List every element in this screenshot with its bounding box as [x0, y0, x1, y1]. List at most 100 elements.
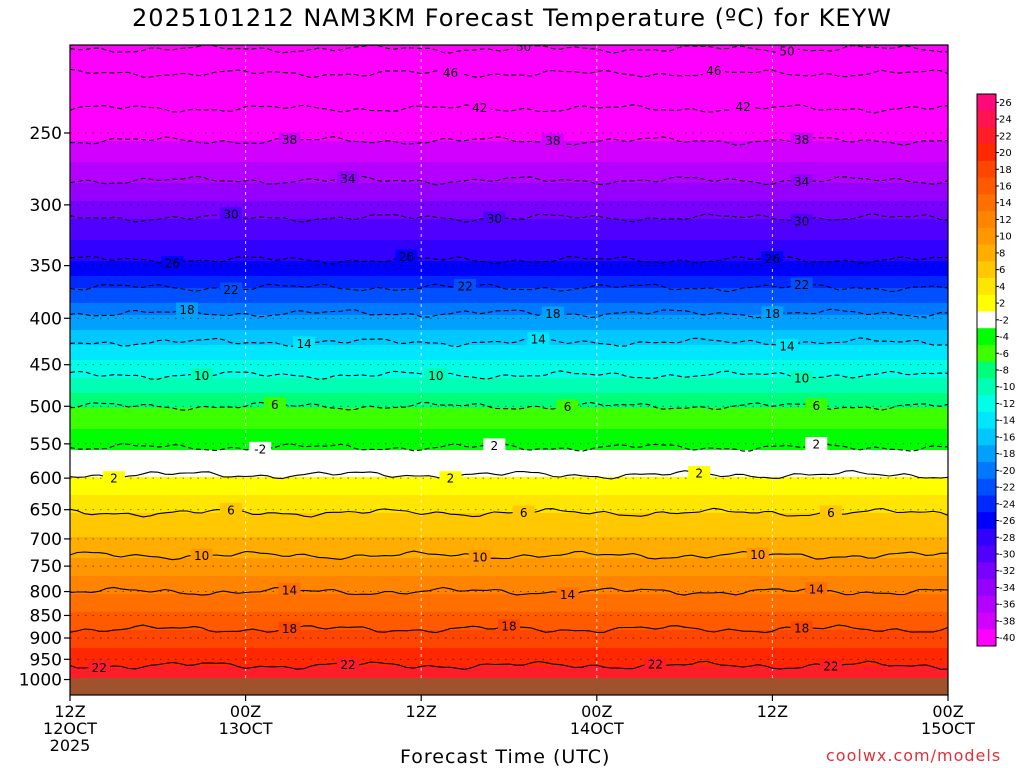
temperature-band [70, 399, 948, 403]
colorbar-label: -40 [999, 633, 1015, 644]
isotherm-label-background [161, 256, 184, 271]
isotherm-label-background [498, 619, 520, 634]
temperature-band [70, 546, 948, 550]
isotherm-label: 14 [531, 333, 546, 347]
colorbar-swatch [977, 227, 996, 246]
colorbar-label: -28 [999, 533, 1015, 544]
isotherm-label: 22 [340, 658, 355, 672]
y-tick-label: 650 [30, 501, 62, 521]
colorbar-swatch [977, 328, 996, 346]
isotherm-label-background [702, 63, 725, 78]
isotherm-label-background [805, 398, 828, 413]
temperature-band [70, 45, 948, 49]
isotherm-line [70, 337, 948, 348]
temperature-band [70, 498, 948, 502]
temperature-band [70, 615, 948, 619]
y-tick-label: 850 [30, 606, 62, 626]
temperature-band [70, 531, 948, 535]
colorbar-label: 6 [999, 265, 1005, 276]
isotherm-label-background [263, 397, 286, 412]
temperature-band [70, 117, 948, 121]
isotherm-label-background [424, 368, 447, 383]
temperature-band [70, 429, 948, 433]
temperature-band [70, 417, 948, 421]
temperature-band [70, 96, 948, 100]
temperature-band [70, 51, 948, 55]
isotherm-label: 50 [779, 45, 794, 59]
temperature-band [70, 432, 948, 436]
isotherm-label-background [439, 471, 462, 486]
temperature-band [70, 537, 948, 541]
temperature-band [70, 339, 948, 343]
isotherm-label-background [278, 132, 301, 147]
isotherm-label: 46 [443, 66, 458, 80]
colorbar-label: 12 [999, 215, 1012, 226]
temperature-band [70, 207, 948, 211]
temperature-band [70, 387, 948, 391]
temperature-band [70, 597, 948, 601]
colorbar-swatch [977, 244, 996, 262]
colorbar-label: -12 [999, 399, 1015, 410]
colorbar-label: 22 [999, 131, 1012, 142]
temperature-band [70, 510, 948, 514]
credit-link[interactable]: coolwx.com/models [826, 746, 1002, 765]
temperature-band [70, 555, 948, 559]
isotherm-label: 14 [282, 583, 297, 597]
isotherm-line [70, 175, 948, 186]
temperature-band [70, 225, 948, 229]
chart-title: 2025101212 NAM3KM Forecast Temperature (… [132, 4, 892, 32]
isotherm-line [70, 68, 948, 79]
temperature-band [70, 150, 948, 154]
colorbar-label: 18 [999, 165, 1012, 176]
temperature-band [70, 573, 948, 577]
y-tick-label: 750 [30, 557, 62, 577]
temperature-band [70, 576, 948, 580]
temperature-band [70, 177, 948, 181]
isotherm-label: -2 [254, 442, 266, 456]
isotherm-label-background [468, 550, 491, 565]
temperature-band [70, 549, 948, 553]
temperature-band [70, 672, 948, 676]
colorbar-label: -26 [999, 516, 1015, 527]
y-tick-label: 300 [30, 196, 62, 216]
isotherm-label-background [790, 213, 813, 228]
isotherm-label: 22 [648, 658, 663, 672]
temperature-band [70, 636, 948, 640]
isotherm-label: 14 [809, 583, 824, 597]
isotherm-line [70, 550, 948, 561]
temperature-band [70, 642, 948, 646]
temperature-band [70, 312, 948, 316]
temperature-band [70, 315, 948, 319]
isotherm-label-background [805, 437, 828, 452]
isotherm-label: 10 [794, 372, 809, 386]
isotherm-label: 50 [516, 40, 531, 54]
temperature-band [70, 483, 948, 487]
colorbar-swatch [977, 144, 996, 162]
temperature-band [70, 525, 948, 529]
colorbar-swatch [977, 160, 996, 179]
temperature-band [70, 195, 948, 199]
isotherm-label-background [790, 132, 813, 147]
temperature-band [70, 420, 948, 424]
temperature-band [70, 57, 948, 61]
temperature-band [70, 297, 948, 301]
colorbar-swatch [977, 579, 996, 597]
isotherm-label: 26 [399, 250, 414, 264]
colorbar-swatch [977, 478, 996, 496]
colorbar-label: -36 [999, 600, 1015, 611]
temperature-band [70, 369, 948, 373]
isotherm-line [70, 283, 948, 293]
isotherm-label-background [790, 174, 813, 189]
y-tick-label: 400 [30, 309, 62, 329]
isotherm-label: 10 [194, 549, 209, 563]
temperature-band [70, 222, 948, 226]
temperature-band [70, 480, 948, 484]
isotherm-label-background [278, 621, 301, 636]
temperature-band [70, 285, 948, 289]
temperature-band [70, 231, 948, 235]
ground-surface [70, 678, 948, 695]
temperature-band [70, 309, 948, 313]
